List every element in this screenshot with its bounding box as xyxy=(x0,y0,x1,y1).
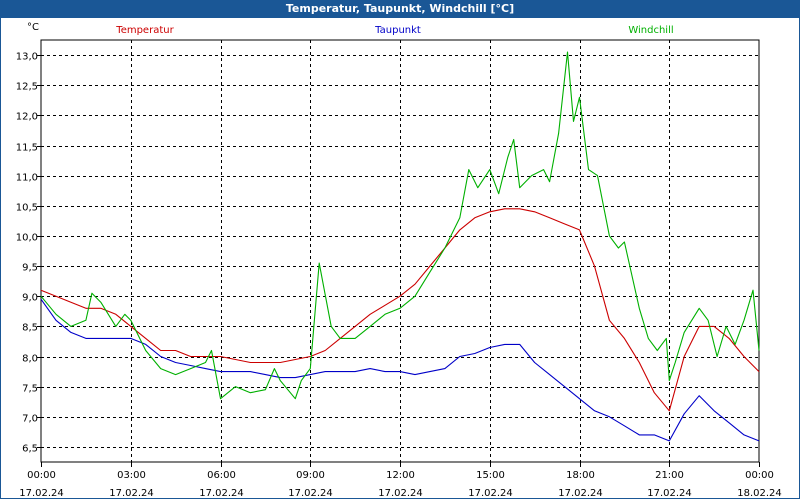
y-tick-label: 12,0 xyxy=(16,112,38,123)
x-tick-date-label: 17.02.24 xyxy=(468,488,513,498)
series-line-temperatur xyxy=(40,208,760,412)
y-tick-label: 9,5 xyxy=(22,263,38,274)
x-tick-time-label: 21:00 xyxy=(655,470,684,481)
x-tick-date-label: 17.02.24 xyxy=(199,488,244,498)
x-tick-date-label: 17.02.24 xyxy=(19,488,64,498)
y-tick-label: 12,5 xyxy=(16,82,38,93)
x-tick-date-label: 17.02.24 xyxy=(558,488,603,498)
y-tick-label: 10,0 xyxy=(16,233,38,244)
x-tick-date-label: 17.02.24 xyxy=(647,488,692,498)
y-tick-label: 10,5 xyxy=(16,203,38,214)
x-tick-date-label: 18.02.24 xyxy=(737,488,782,498)
line-chart: 13,0 12,5 12,0 11,5 11,0 10,5 10,0 9,5 9,0 8,5 8,0… xyxy=(16,22,782,498)
series-line-windchill xyxy=(40,51,760,400)
x-tick-time-label: 18:00 xyxy=(566,470,595,481)
x-tick-date-label: 17.02.24 xyxy=(288,488,333,498)
legend-temperatur: Temperatur xyxy=(115,25,174,36)
legend-windchill: Windchill xyxy=(628,25,673,36)
x-tick-time-label: 03:00 xyxy=(117,470,146,481)
x-tick-time-label: 00:00 xyxy=(27,470,56,481)
y-axis-unit-label: °C xyxy=(27,22,39,33)
x-tick-date-label: 17.02.24 xyxy=(109,488,154,498)
x-tick-date-label: 17.02.24 xyxy=(378,488,423,498)
y-tick-label: 7,0 xyxy=(22,414,38,425)
chart-frame: 13,0 12,5 12,0 11,5 11,0 10,5 10,0 9,5 9,0 8,5 8,0… xyxy=(0,18,800,499)
y-tick-label: 11,5 xyxy=(16,143,38,154)
x-tick-time-label: 00:00 xyxy=(745,470,774,481)
x-tick-time-label: 15:00 xyxy=(476,470,505,481)
x-tick-time-label: 12:00 xyxy=(386,470,415,481)
x-tick-time-label: 06:00 xyxy=(207,470,236,481)
y-tick-label: 11,0 xyxy=(16,173,38,184)
chart-title: Temperatur, Taupunkt, Windchill [°C] xyxy=(0,0,800,18)
y-tick-label: 9,0 xyxy=(22,293,38,304)
series-line-taupunkt xyxy=(40,298,760,442)
y-tick-label: 8,5 xyxy=(22,323,38,334)
y-tick-label: 7,5 xyxy=(22,384,38,395)
y-tick-label: 8,0 xyxy=(22,354,38,365)
x-tick-time-label: 09:00 xyxy=(296,470,325,481)
y-tick-label: 13,0 xyxy=(16,52,38,63)
y-tick-label: 6,5 xyxy=(22,444,38,455)
legend-taupunkt: Taupunkt xyxy=(374,25,421,36)
